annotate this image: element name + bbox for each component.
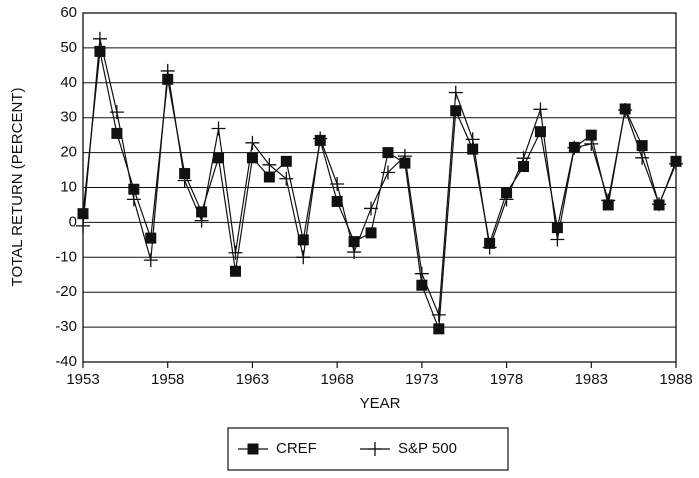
point — [128, 183, 140, 195]
point — [296, 250, 311, 265]
point — [465, 132, 480, 147]
point — [518, 161, 530, 173]
point — [145, 232, 157, 244]
x-tick-label: 1983 — [575, 371, 608, 388]
legend-marker — [247, 443, 259, 455]
point — [160, 63, 175, 78]
point — [211, 121, 226, 136]
point — [263, 171, 275, 183]
point — [297, 234, 309, 246]
point — [601, 193, 616, 208]
point — [111, 127, 123, 139]
point — [567, 140, 582, 155]
point — [414, 266, 429, 281]
plot-frame — [82, 12, 677, 363]
point — [635, 150, 650, 165]
point — [499, 192, 514, 207]
y-tick-label: -10 — [55, 248, 77, 265]
point — [382, 147, 394, 159]
y-tick-label: 10 — [60, 178, 77, 195]
point — [433, 323, 445, 335]
point — [482, 240, 497, 255]
point — [431, 307, 446, 322]
point — [550, 232, 565, 247]
point — [364, 201, 379, 216]
point — [448, 85, 463, 100]
legend-label: CREF — [276, 440, 317, 457]
point — [416, 279, 428, 291]
point — [584, 136, 599, 151]
point — [313, 131, 328, 146]
point — [246, 152, 258, 164]
point — [551, 222, 563, 234]
point — [109, 105, 124, 120]
y-tick-label: 0 — [69, 213, 77, 230]
y-tick-label: 30 — [60, 109, 77, 126]
y-tick-label: -20 — [55, 283, 77, 300]
point — [280, 155, 292, 167]
y-tick-label: -40 — [55, 353, 77, 370]
point — [652, 197, 667, 212]
legend-label: S&P 500 — [398, 440, 457, 457]
legend-box — [227, 427, 509, 471]
y-tick-label: -30 — [55, 318, 77, 335]
point — [331, 195, 343, 207]
y-tick-label: 60 — [60, 4, 77, 21]
point — [92, 31, 107, 46]
point — [450, 105, 462, 117]
point — [194, 213, 209, 228]
point — [213, 152, 225, 164]
point — [262, 157, 277, 172]
point — [380, 165, 395, 180]
point — [196, 206, 208, 218]
point — [177, 173, 192, 188]
point — [229, 265, 241, 277]
y-axis-label: TOTAL RETURN (PERCENT) — [9, 88, 26, 287]
point — [126, 192, 141, 207]
x-tick-label: 1973 — [405, 371, 438, 388]
point — [365, 227, 377, 239]
point — [534, 126, 546, 138]
point — [348, 236, 360, 248]
point — [516, 151, 531, 166]
legend-marker — [368, 442, 382, 456]
y-tick-label: 20 — [60, 144, 77, 161]
point — [94, 45, 106, 57]
point — [533, 102, 548, 117]
point — [162, 73, 174, 85]
point — [618, 103, 633, 118]
point — [279, 171, 294, 186]
point — [77, 208, 89, 220]
x-tick-label: 1988 — [659, 371, 692, 388]
point — [636, 140, 648, 152]
x-tick-label: 1963 — [236, 371, 269, 388]
point — [669, 156, 683, 171]
x-tick-label: 1978 — [490, 371, 523, 388]
point — [245, 135, 260, 150]
x-tick-label: 1968 — [320, 371, 353, 388]
point — [397, 149, 412, 164]
point — [347, 245, 362, 260]
point — [585, 129, 597, 141]
point — [143, 253, 158, 268]
point — [467, 143, 479, 155]
x-tick-label: 1953 — [66, 371, 99, 388]
point — [330, 177, 345, 192]
x-tick-label: 1958 — [151, 371, 184, 388]
point — [76, 218, 90, 233]
y-tick-label: 40 — [60, 74, 77, 91]
point — [228, 245, 243, 260]
x-axis-label: YEAR — [360, 395, 401, 412]
y-tick-label: 50 — [60, 39, 77, 56]
